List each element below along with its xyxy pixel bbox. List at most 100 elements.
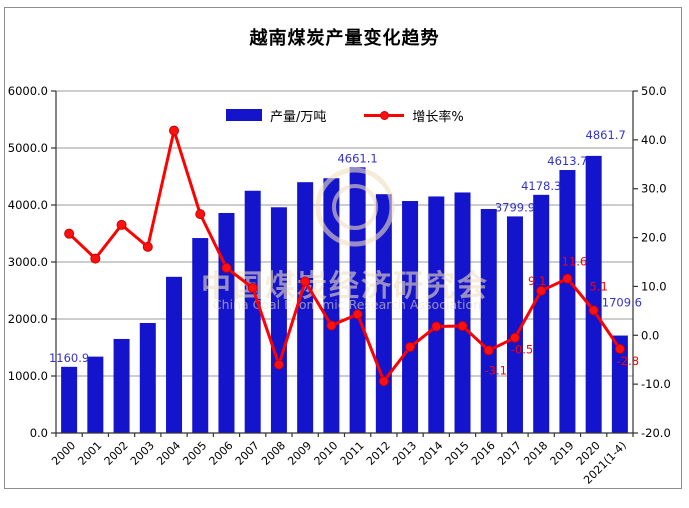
right-axis-tick-label: 10.0 <box>641 279 667 293</box>
bar-2001 <box>87 356 104 433</box>
x-axis-tick-label: 2003 <box>128 439 157 468</box>
watermark-text-en: China Coal Economic Research Association <box>213 297 481 312</box>
bar-2013 <box>402 201 419 433</box>
bar-value-label: 4613.7 <box>547 154 587 168</box>
growth-value-label: -2.8 <box>617 354 639 368</box>
x-axis-tick-label: 2016 <box>469 439 498 468</box>
legend-line-swatch <box>364 110 405 120</box>
bar-2015 <box>454 192 471 433</box>
bar-2000 <box>61 366 78 433</box>
growth-point-2016 <box>483 345 494 356</box>
chart-title: 越南煤炭产量变化趋势 <box>249 28 440 49</box>
bar-2018 <box>533 194 550 433</box>
growth-point-2006 <box>221 262 232 273</box>
bar-2005 <box>192 238 209 433</box>
x-axis-tick-label: 2006 <box>207 439 236 468</box>
growth-point-2009 <box>300 276 311 287</box>
growth-point-2010 <box>326 320 337 331</box>
left-axis-tick-label: 5000.0 <box>8 141 48 155</box>
growth-value-label: -3.1 <box>485 363 507 377</box>
right-axis-tick-label: 0.0 <box>641 328 659 342</box>
x-axis-tick-label: 2005 <box>180 439 209 468</box>
x-axis-tick-label: 2014 <box>416 439 445 468</box>
x-axis-tick-label: 2007 <box>233 439 262 468</box>
growth-point-2021(1-4) <box>614 343 625 354</box>
bar-2014 <box>428 196 445 433</box>
left-axis-tick-label: 1000.0 <box>8 369 48 383</box>
left-axis-tick-label: 3000.0 <box>8 255 48 269</box>
bar-2016 <box>480 208 497 433</box>
growth-point-2007 <box>247 282 258 293</box>
growth-point-2004 <box>169 125 180 136</box>
growth-point-2005 <box>195 209 206 220</box>
growth-point-2003 <box>142 241 153 252</box>
right-axis-tick-label: 30.0 <box>641 182 667 196</box>
x-axis-tick-label: 2009 <box>285 439 314 468</box>
bar-value-label: 1160.9 <box>49 351 89 365</box>
x-axis-tick-label: 2019 <box>548 439 577 468</box>
x-axis-tick-label: 2004 <box>154 439 183 468</box>
right-axis-tick-label: 20.0 <box>641 231 667 245</box>
bar-2011 <box>349 167 366 433</box>
growth-line <box>68 129 622 383</box>
legend-bar-swatch <box>226 109 262 121</box>
x-axis-tick-label: 2010 <box>312 439 341 468</box>
right-axis-tick-label: -20.0 <box>641 426 671 440</box>
growth-point-2011 <box>352 309 363 320</box>
x-axis-tick-label: 2018 <box>521 439 550 468</box>
x-axis-tick-label: 2001 <box>75 439 104 468</box>
legend-bar-label: 产量/万吨 <box>270 109 327 125</box>
growth-point-2012 <box>378 376 389 387</box>
bar-2009 <box>297 182 314 433</box>
bar-value-label: 4178.3 <box>521 179 561 193</box>
growth-point-2000 <box>64 228 75 239</box>
x-axis-tick-label: 2017 <box>495 439 524 468</box>
bar-2004 <box>166 276 183 433</box>
growth-point-2013 <box>405 342 416 353</box>
growth-point-2001 <box>90 253 101 264</box>
growth-value-label: 11.6 <box>562 255 588 269</box>
bar-2003 <box>139 322 156 433</box>
bar-value-label: 4661.1 <box>337 151 377 165</box>
bar-2002 <box>113 338 130 433</box>
right-axis-tick-label: -10.0 <box>641 377 671 391</box>
bar-2007 <box>244 190 261 433</box>
right-axis-tick-label: 40.0 <box>641 133 667 147</box>
bar-value-label: 1709.6 <box>602 296 642 310</box>
growth-point-2002 <box>116 219 127 230</box>
x-axis-tick-label: 2011 <box>338 439 367 468</box>
left-axis-tick-label: 0.0 <box>30 426 48 440</box>
left-axis-tick-label: 6000.0 <box>8 84 48 98</box>
bar-2010 <box>323 178 340 433</box>
growth-point-2020 <box>588 305 599 316</box>
x-axis-tick-label: 2013 <box>390 439 419 468</box>
growth-point-2017 <box>509 332 520 343</box>
bar-2020 <box>585 155 602 433</box>
bar-2021(1-4) <box>611 335 628 433</box>
x-axis-tick-label: 2012 <box>364 439 393 468</box>
bar-2006 <box>218 212 235 433</box>
x-axis-tick-label: 2008 <box>259 439 288 468</box>
growth-point-2019 <box>562 273 573 284</box>
bar-2019 <box>559 170 576 433</box>
legend-line-marker-icon <box>379 110 389 120</box>
growth-point-2014 <box>431 321 442 332</box>
growth-value-label: 9.1 <box>528 274 546 288</box>
growth-point-2015 <box>457 321 468 332</box>
legend-line-label: 增长率% <box>412 109 464 125</box>
watermark-ring-outer <box>315 167 395 247</box>
bar-value-label: 4861.7 <box>586 128 626 142</box>
x-axis-tick-label: 2000 <box>49 439 78 468</box>
right-axis-tick-label: 50.0 <box>641 84 667 98</box>
x-axis-tick-label: 2002 <box>102 439 131 468</box>
x-axis-tick-label: 2015 <box>443 439 472 468</box>
growth-point-2018 <box>536 285 547 296</box>
watermark-ring-inner <box>332 184 378 230</box>
bar-2008 <box>270 207 287 433</box>
left-axis-tick-label: 4000.0 <box>8 198 48 212</box>
bar-2017 <box>506 216 523 433</box>
bar-value-label: 3799.9 <box>495 200 535 214</box>
legend: 产量/万吨 增长率% <box>226 105 464 125</box>
